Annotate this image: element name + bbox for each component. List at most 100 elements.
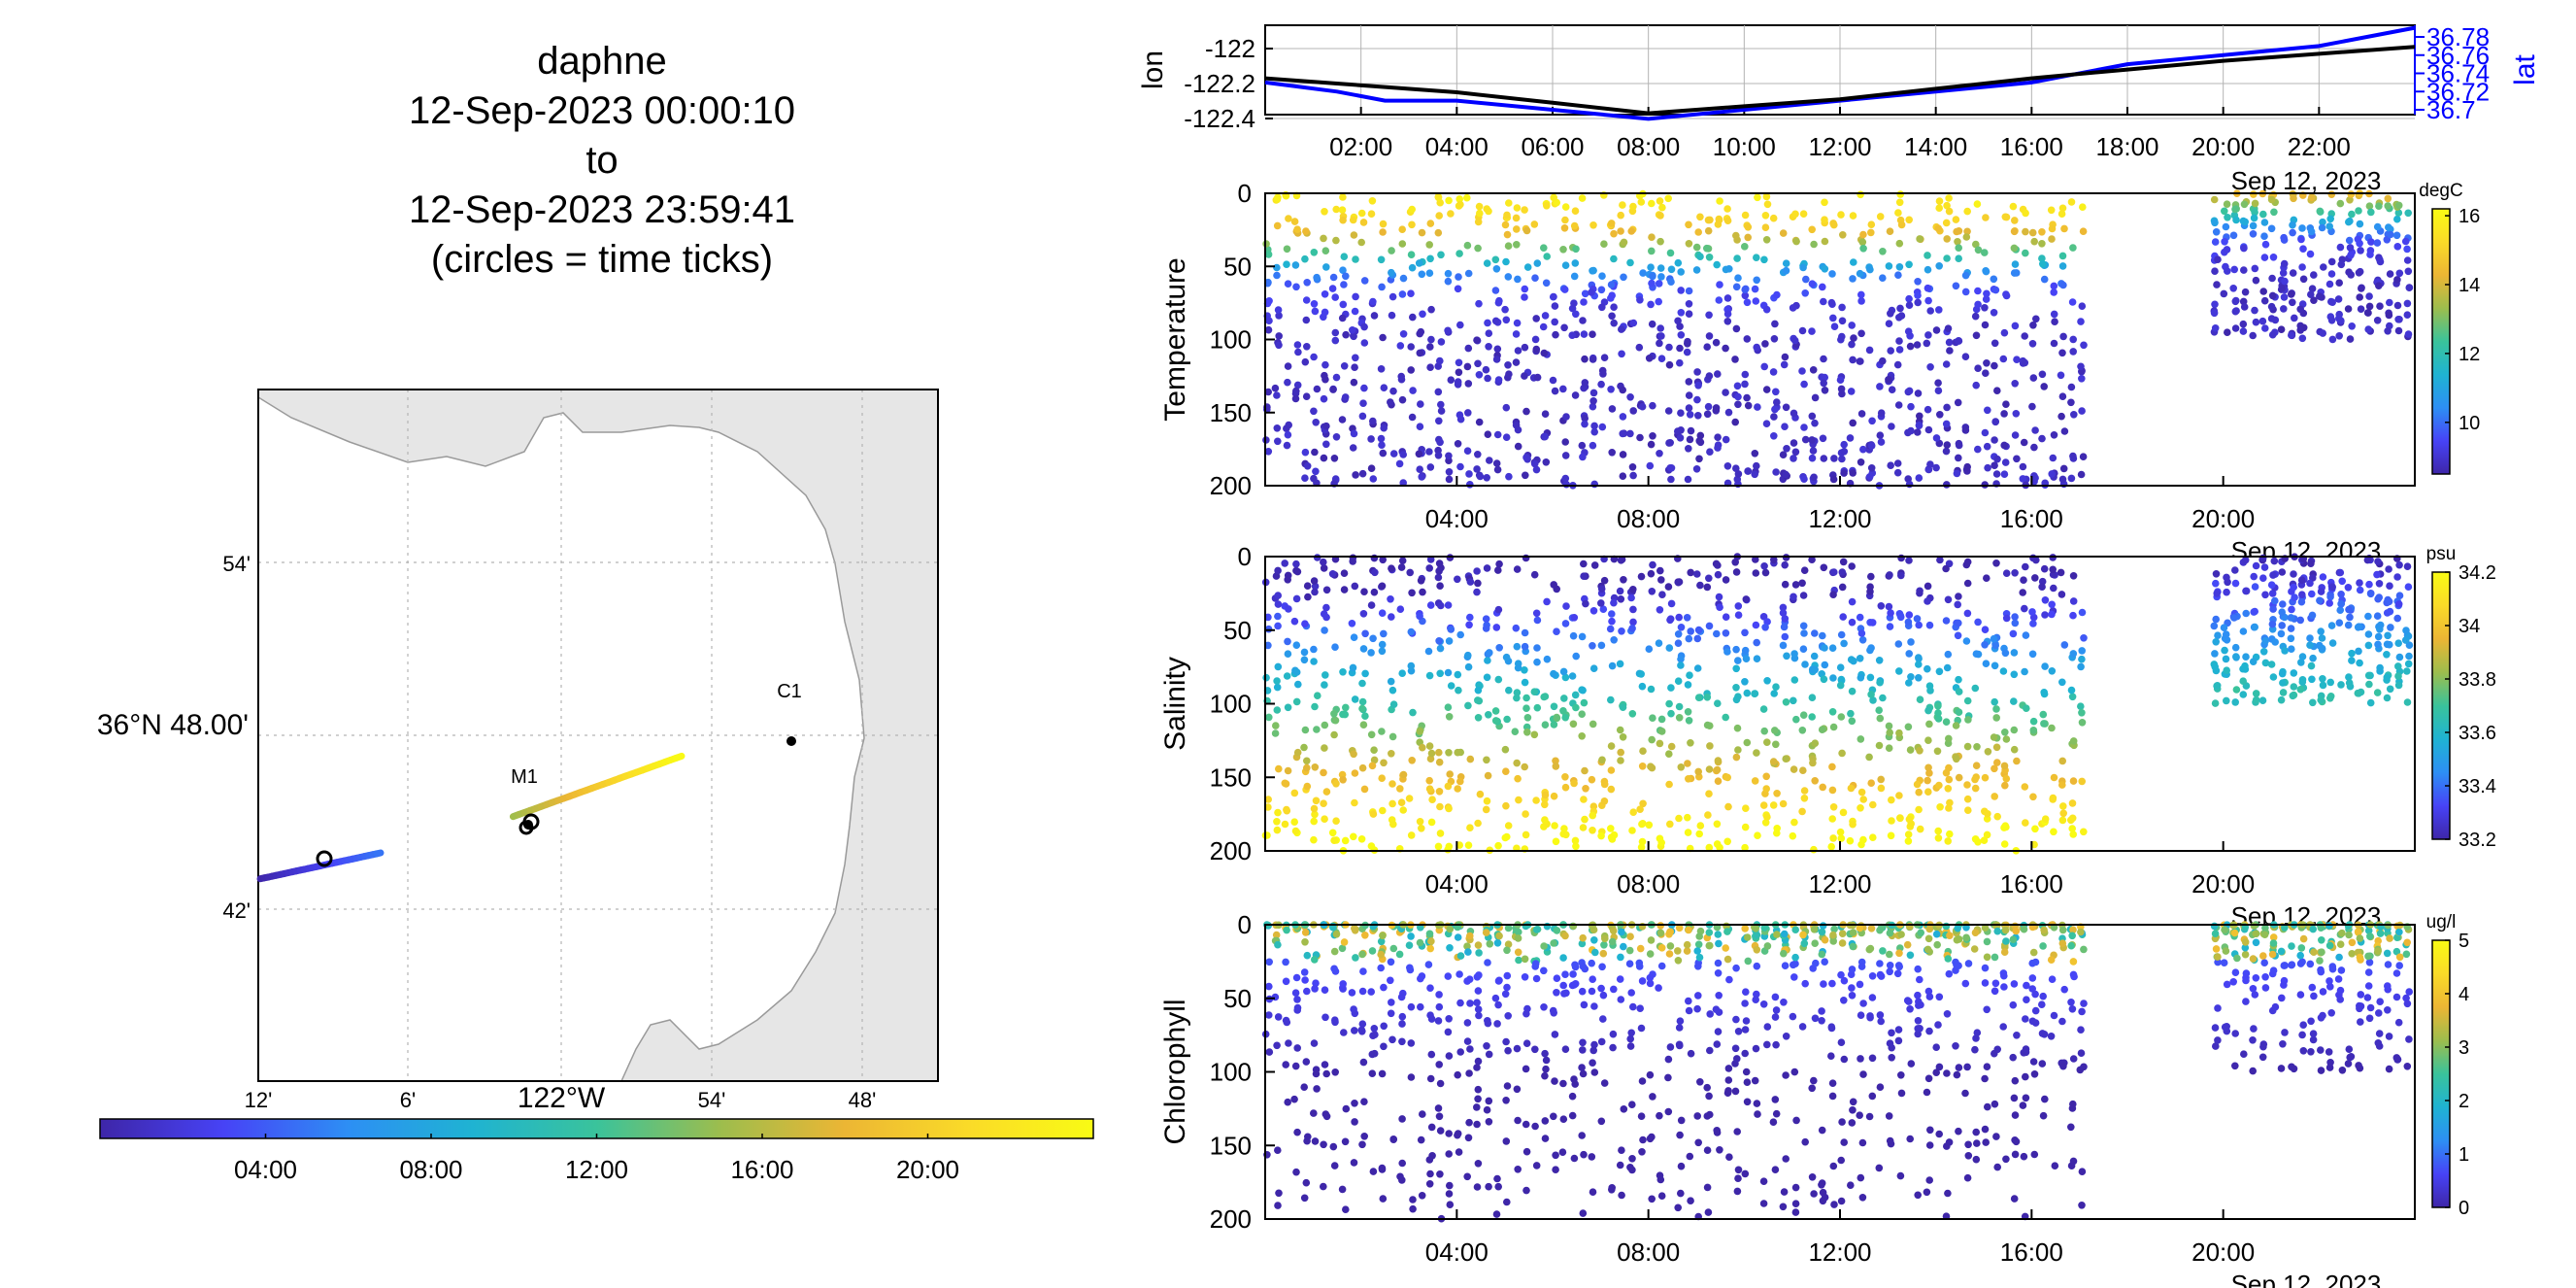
data-point (1838, 749, 1846, 758)
data-point (1559, 707, 1567, 715)
data-point (1953, 961, 1960, 969)
data-point (1665, 360, 1674, 369)
data-point (2009, 935, 2018, 943)
data-point (1722, 629, 1730, 637)
data-point (1752, 297, 1760, 305)
data-point (1877, 775, 1885, 784)
data-point (2296, 991, 2305, 999)
data-point (1407, 932, 1415, 940)
data-point (1416, 728, 1424, 735)
data-point (1907, 638, 1915, 646)
data-point (2386, 298, 2393, 307)
data-point (1435, 567, 1443, 575)
data-point (1445, 196, 1453, 205)
data-point (1275, 1189, 1283, 1198)
data-point (1955, 454, 1962, 462)
data-point (1338, 416, 1347, 424)
data-point (1388, 750, 1395, 758)
data-point (1598, 303, 1606, 312)
data-point (1693, 368, 1701, 376)
data-point (1492, 459, 1501, 467)
data-point (1311, 1137, 1320, 1145)
data-point (1991, 697, 1998, 706)
data-point (2319, 675, 2326, 683)
data-point (1753, 946, 1761, 954)
data-point (2211, 238, 2220, 246)
data-point (1677, 287, 1685, 294)
data-point (1876, 383, 1884, 390)
data-point (1666, 249, 1675, 257)
data-point (1629, 407, 1637, 415)
data-point (2345, 673, 2353, 681)
data-point (1607, 294, 1615, 302)
data-point (1991, 953, 1999, 962)
data-point (2249, 1036, 2257, 1044)
data-point (1638, 977, 1647, 985)
data-point (1482, 365, 1490, 374)
data-point (1685, 300, 1693, 308)
data-point (1646, 461, 1655, 470)
data-point (1312, 419, 1320, 426)
data-point (1722, 613, 1730, 621)
data-point (1751, 1076, 1759, 1085)
data-point (2327, 317, 2336, 324)
data-point (2050, 282, 2058, 290)
data-point (2281, 277, 2289, 286)
data-point (1886, 967, 1893, 976)
data-point (1705, 929, 1714, 936)
data-point (1484, 319, 1491, 327)
data-point (1590, 480, 1598, 489)
data-point (1983, 574, 1991, 582)
data-point (1637, 198, 1646, 206)
data-point (1358, 412, 1367, 421)
data-point (1955, 593, 1962, 600)
data-point (1483, 564, 1491, 572)
data-point (1819, 434, 1827, 443)
data-point (1541, 410, 1550, 419)
data-point (2210, 309, 2219, 318)
data-point (1607, 386, 1615, 393)
data-point (1485, 1050, 1493, 1059)
data-point (1522, 1186, 1530, 1195)
data-point (1684, 829, 1692, 836)
data-point (1955, 708, 1963, 716)
data-point (2383, 640, 2392, 649)
data-point (2038, 228, 2046, 236)
data-point (1963, 462, 1971, 471)
data-point (1916, 695, 1924, 703)
data-point (1619, 429, 1626, 438)
data-point (1579, 933, 1587, 942)
data-point (1310, 353, 1318, 361)
data-point (1974, 287, 1982, 295)
data-point (1360, 277, 1369, 285)
data-point (2077, 662, 2085, 671)
data-point (1445, 637, 1454, 645)
data-point (1751, 450, 1759, 458)
data-point (1360, 1098, 1368, 1105)
data-point (1552, 1151, 1559, 1160)
data-point (2261, 324, 2269, 332)
data-point (1590, 1040, 1598, 1049)
data-point (1849, 275, 1857, 283)
data-point (2223, 573, 2230, 582)
data-point (1437, 601, 1445, 610)
data-point (1262, 673, 1270, 682)
data-point (1419, 743, 1426, 752)
data-point (1425, 930, 1434, 938)
data-point (1619, 703, 1627, 711)
data-point (2252, 930, 2260, 937)
data-point (1608, 937, 1617, 946)
data-point (1264, 388, 1272, 396)
data-point (2212, 228, 2221, 236)
data-point (1732, 231, 1740, 240)
data-point (1320, 799, 1327, 807)
data-point (1331, 1068, 1339, 1076)
data-point (1301, 254, 1309, 263)
data-point (1687, 1197, 1694, 1204)
data-point (2387, 230, 2394, 239)
data-point (1857, 1011, 1865, 1019)
data-point (1322, 440, 1330, 449)
data-point (1272, 572, 1281, 580)
data-point (1293, 748, 1302, 757)
data-point (2040, 926, 2048, 934)
